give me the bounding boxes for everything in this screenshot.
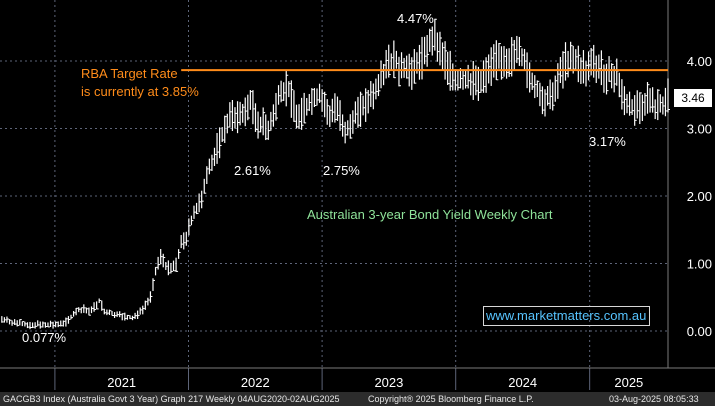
y-tick-label: 0.00 <box>687 324 712 339</box>
grid-layer <box>0 0 715 390</box>
footer-bar <box>0 392 715 406</box>
website-url[interactable]: www.marketmatters.com.au <box>486 308 647 323</box>
y-tick-label: 1.00 <box>687 257 712 272</box>
annotation-low-2022a: 2.61% <box>234 163 271 178</box>
x-tick-label: 2025 <box>614 375 643 390</box>
chart-title: Australian 3-year Bond Yield Weekly Char… <box>307 207 553 222</box>
url-box <box>483 306 650 326</box>
x-tick-label: 2022 <box>241 375 270 390</box>
price-bars <box>1 18 670 330</box>
x-tick-label: 2023 <box>374 375 403 390</box>
target-label-line-1: RBA Target Rate <box>81 66 178 81</box>
target-label-line-2: is currently at 3.85% <box>81 84 199 99</box>
y-axis-ticks: 0.00 1.00 2.00 3.00 4.00 <box>687 54 712 339</box>
y-tick-label: 4.00 <box>687 54 712 69</box>
annotation-low-start: 0.077% <box>22 330 67 345</box>
y-tick-label: 3.00 <box>687 122 712 137</box>
y-tick-label: 2.00 <box>687 189 712 204</box>
annotation-low-2025: 3.17% <box>589 134 626 149</box>
x-tick-label: 2021 <box>107 375 136 390</box>
annotation-low-2022b: 2.75% <box>323 163 360 178</box>
x-axis-ticks: 2021 2022 2023 2024 2025 <box>107 375 643 390</box>
annotation-high-2023: 4.47% <box>397 11 434 26</box>
last-value-badge: 3.46 <box>674 89 712 107</box>
x-tick-label: 2024 <box>508 375 537 390</box>
